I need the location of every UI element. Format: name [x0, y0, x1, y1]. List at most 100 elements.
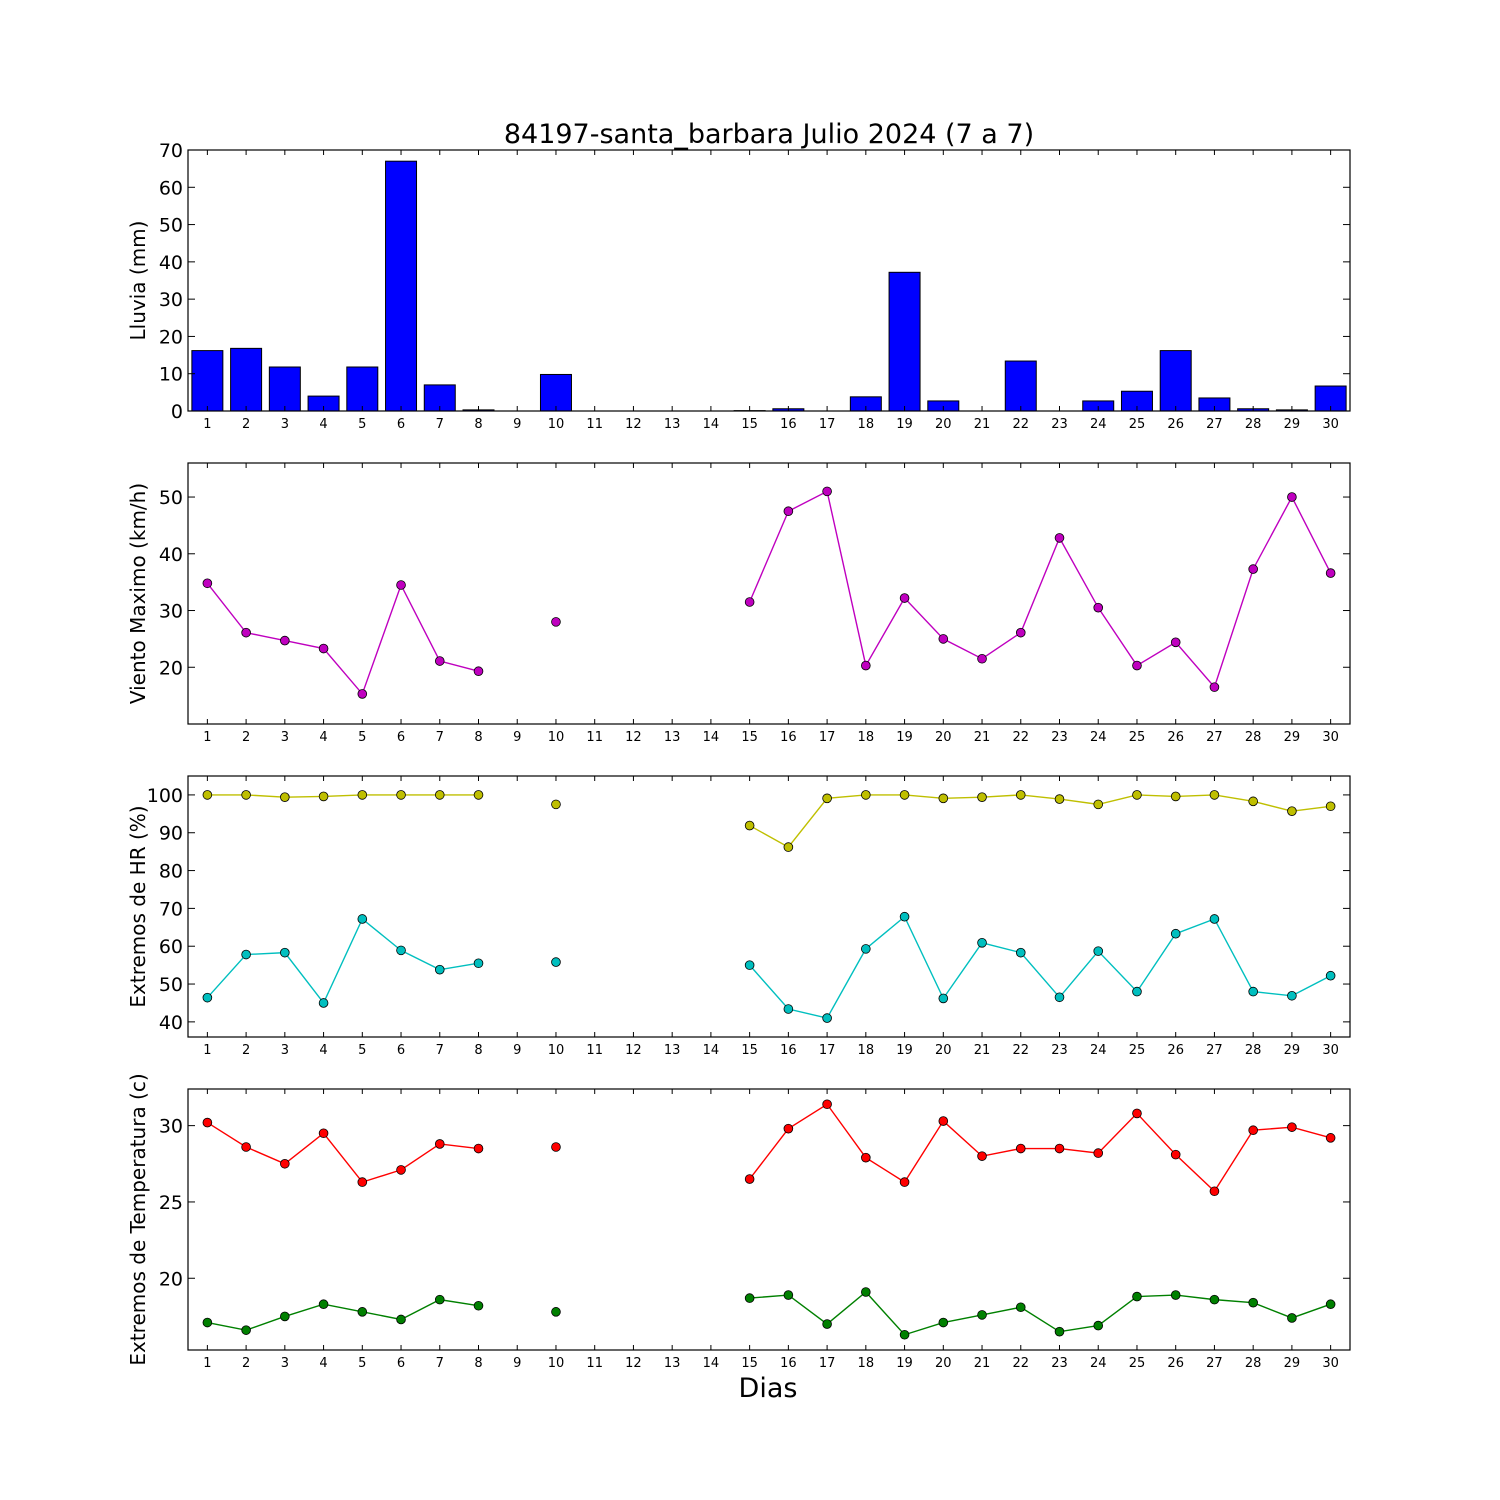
point-hr-max-day-1 — [202, 790, 213, 800]
point-viento-day-29 — [1287, 492, 1297, 502]
x-tick-label: 21 — [974, 730, 991, 745]
point-viento-day-2 — [241, 627, 251, 638]
x-tick-label: 2 — [242, 1356, 250, 1371]
x-tick-label: 15 — [741, 1356, 758, 1371]
bar-day-10 — [539, 373, 572, 412]
chart-title: 84197-santa_barbara Julio 2024 (7 a 7) — [504, 119, 1034, 150]
series-line-temperatura-min — [749, 1291, 1331, 1336]
x-tick-label: 16 — [780, 730, 797, 745]
point-temperatura-min-day-1 — [202, 1317, 213, 1328]
x-tick-label: 7 — [436, 1043, 444, 1058]
x-tick-label: 3 — [281, 730, 289, 745]
point-hr-min-day-20 — [938, 993, 949, 1004]
x-tick-label: 17 — [819, 730, 836, 745]
x-tick-label: 16 — [780, 417, 797, 432]
x-tick-label: 10 — [548, 417, 565, 432]
point-hr-max-day-24 — [1093, 799, 1104, 810]
x-tick-label: 15 — [741, 1043, 758, 1058]
point-temperatura-min-day-7 — [434, 1294, 445, 1305]
point-viento-day-23 — [1054, 533, 1065, 543]
point-viento-day-16 — [783, 506, 794, 517]
x-tick-label: 8 — [474, 730, 482, 745]
x-tick-label: 18 — [858, 730, 875, 745]
x-tick-label: 9 — [513, 1356, 521, 1371]
x-tick-label: 17 — [819, 1356, 836, 1371]
point-hr-min-day-18 — [861, 944, 871, 954]
series-line-viento — [206, 582, 479, 696]
x-tick-label: 19 — [896, 1043, 913, 1058]
x-tick-label: 4 — [319, 1043, 327, 1058]
x-tick-label: 26 — [1167, 730, 1184, 745]
point-viento-day-26 — [1170, 637, 1181, 648]
point-viento-day-15 — [744, 597, 755, 607]
x-tick-label: 24 — [1090, 1043, 1107, 1058]
x-tick-label: 7 — [436, 1356, 444, 1371]
x-tick-label: 14 — [703, 417, 720, 432]
point-hr-max-day-25 — [1132, 790, 1142, 800]
point-viento-day-5 — [357, 689, 368, 699]
y-tick-label: 100 — [147, 785, 183, 807]
series-line-temperatura-max — [749, 1103, 1331, 1193]
bar-day-6 — [385, 160, 418, 412]
point-temperatura-max-day-28 — [1248, 1125, 1258, 1136]
x-tick-label: 18 — [858, 1043, 875, 1058]
point-hr-min-day-29 — [1287, 990, 1297, 1001]
x-tick-label: 12 — [625, 1043, 642, 1058]
point-hr-max-day-17 — [822, 793, 832, 804]
point-temperatura-min-day-24 — [1093, 1320, 1104, 1331]
x-tick-label: 25 — [1129, 1043, 1146, 1058]
y-tick-label: 70 — [159, 898, 183, 920]
x-tick-label: 7 — [436, 730, 444, 745]
x-tick-label: 23 — [1051, 417, 1068, 432]
x-tick-label: 29 — [1284, 1356, 1301, 1371]
x-tick-label: 3 — [281, 417, 289, 432]
x-tick-label: 11 — [586, 417, 603, 432]
point-temperatura-min-day-5 — [357, 1307, 368, 1317]
series-line-temperatura-max — [206, 1121, 479, 1183]
x-tick-label: 5 — [358, 417, 366, 432]
point-temperatura-max-day-22 — [1015, 1143, 1026, 1154]
bar-day-3 — [268, 366, 301, 412]
point-temperatura-min-day-30 — [1325, 1299, 1336, 1310]
point-hr-max-day-23 — [1054, 794, 1065, 804]
series-line-hr-min — [749, 915, 1331, 1019]
x-tick-label: 17 — [819, 1043, 836, 1058]
x-tick-label: 11 — [586, 730, 603, 745]
panel-temperatura: 1 2 3 4 5 6 7 8 9 10 11 12 13 14 15 16 17 18 19 20 21 22 23 24 2… — [126, 1073, 1351, 1371]
x-tick-label: 1 — [203, 730, 211, 745]
x-tick-label: 13 — [664, 1356, 681, 1371]
point-temperatura-max-day-6 — [396, 1165, 406, 1175]
point-viento-day-19 — [899, 593, 910, 603]
point-temperatura-max-day-7 — [434, 1139, 445, 1149]
bar-day-19 — [888, 271, 921, 412]
point-viento-day-7 — [434, 656, 445, 666]
x-tick-label: 2 — [242, 417, 250, 432]
y-tick-label: 50 — [159, 487, 183, 509]
point-hr-max-day-7 — [434, 790, 445, 800]
point-hr-max-day-21 — [977, 792, 987, 802]
x-tick-label: 26 — [1167, 417, 1184, 432]
point-hr-max-day-20 — [938, 793, 949, 804]
point-hr-min-day-26 — [1170, 928, 1181, 939]
x-tick-label: 22 — [1012, 1356, 1029, 1371]
x-tick-label: 30 — [1322, 1356, 1339, 1371]
x-tick-label: 25 — [1129, 730, 1146, 745]
point-hr-min-day-19 — [899, 911, 910, 922]
x-tick-label: 3 — [281, 1043, 289, 1058]
x-tick-label: 6 — [397, 730, 405, 745]
x-tick-label: 22 — [1012, 417, 1029, 432]
point-hr-max-day-2 — [241, 790, 251, 800]
x-tick-label: 7 — [436, 417, 444, 432]
x-tick-label: 11 — [586, 1356, 603, 1371]
x-tick-label: 24 — [1090, 417, 1107, 432]
point-hr-min-day-22 — [1015, 947, 1026, 958]
x-tick-label: 15 — [741, 417, 758, 432]
point-hr-max-day-26 — [1170, 791, 1181, 802]
y-tick-label: 80 — [159, 861, 183, 883]
point-viento-day-24 — [1093, 602, 1104, 613]
point-temperatura-max-day-21 — [977, 1151, 987, 1161]
y-tick-label: 50 — [159, 974, 183, 996]
x-tick-label: 9 — [513, 417, 521, 432]
y-tick-label: 40 — [159, 252, 183, 274]
point-temperatura-min-day-28 — [1248, 1297, 1258, 1308]
